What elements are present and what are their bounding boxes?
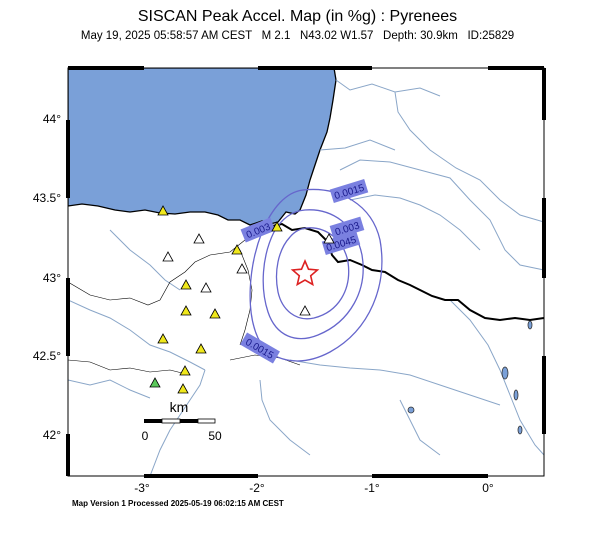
event-id: ID:25829 — [467, 30, 515, 42]
station-yellow — [209, 308, 221, 319]
river — [339, 159, 544, 271]
lon-label: 0° — [482, 481, 494, 495]
lat-label: 43° — [43, 271, 61, 285]
river — [449, 299, 544, 456]
station-yellow — [195, 343, 207, 354]
map-footer: Map Version 1 Processed 2025-05-19 06:02… — [72, 499, 284, 508]
river — [349, 194, 481, 251]
sea-area — [68, 68, 337, 226]
station-white — [323, 233, 335, 244]
scale-segment — [144, 419, 162, 423]
lake — [407, 406, 415, 414]
river — [289, 359, 501, 406]
station-white — [236, 263, 248, 274]
map-title: SISCAN Peak Accel. Map (in %g) : Pyrenee… — [137, 8, 458, 25]
lat-label: 42° — [43, 428, 61, 442]
event-info: May 19, 2025 05:58:57 AM CEST M 2.1 N43.… — [0, 30, 595, 42]
river — [149, 369, 206, 476]
rivers — [68, 79, 544, 476]
map-frame — [66, 66, 546, 478]
lake — [517, 425, 523, 435]
river — [399, 399, 441, 456]
event-location: N43.02 W1.57 — [299, 30, 374, 42]
event-magnitude: M 2.1 — [261, 30, 291, 42]
river — [68, 299, 206, 371]
scale-segment — [161, 418, 181, 424]
region-boundary — [68, 359, 191, 376]
station-white — [200, 282, 212, 293]
lat-label: 43.5° — [33, 191, 61, 205]
station-yellow — [179, 365, 191, 376]
scale-unit: km — [170, 399, 189, 415]
station-yellow — [177, 383, 189, 394]
lakes — [407, 320, 533, 435]
lat-label: 42.5° — [33, 349, 61, 363]
scale-segment — [197, 418, 216, 424]
river — [259, 379, 311, 456]
station-white — [299, 305, 311, 316]
contour-0045 — [275, 227, 350, 320]
longitude-labels: -3° -2° -1° 0° — [134, 481, 494, 495]
epicenter-star — [290, 258, 320, 287]
event-depth: Depth: 30.9km — [383, 30, 458, 42]
lon-label: -3° — [134, 481, 150, 495]
event-date: May 19, 2025 05:58:57 AM CEST — [80, 30, 252, 42]
river — [319, 139, 396, 151]
latitude-labels: 44° 43.5° 43° 42.5° 42° — [33, 112, 61, 442]
region-boundary — [68, 220, 263, 306]
scale-end: 50 — [208, 429, 222, 443]
station-white — [162, 251, 174, 262]
river — [335, 79, 441, 97]
station-white — [193, 233, 205, 244]
lon-label: -2° — [249, 481, 265, 495]
station-yellow — [180, 305, 192, 316]
scale-bar: km 0 50 — [142, 399, 222, 443]
lake — [513, 389, 519, 401]
lon-label: -1° — [364, 481, 380, 495]
region-boundary — [239, 249, 253, 346]
scale-start: 0 — [142, 429, 149, 443]
lat-label: 44° — [43, 112, 61, 126]
lake — [501, 366, 509, 380]
scale-segment — [180, 419, 198, 423]
station-yellow — [231, 244, 243, 255]
river — [394, 91, 544, 223]
station-yellow — [157, 205, 169, 216]
station-yellow — [271, 221, 283, 232]
stations — [149, 205, 335, 394]
station-green — [149, 377, 161, 388]
map-content: 0.0015 0.003 0.0045 0.003 0.0015 — [68, 68, 544, 476]
station-yellow — [180, 279, 192, 290]
river — [109, 229, 181, 291]
station-yellow — [157, 333, 169, 344]
lake — [527, 320, 533, 330]
river — [68, 379, 151, 399]
